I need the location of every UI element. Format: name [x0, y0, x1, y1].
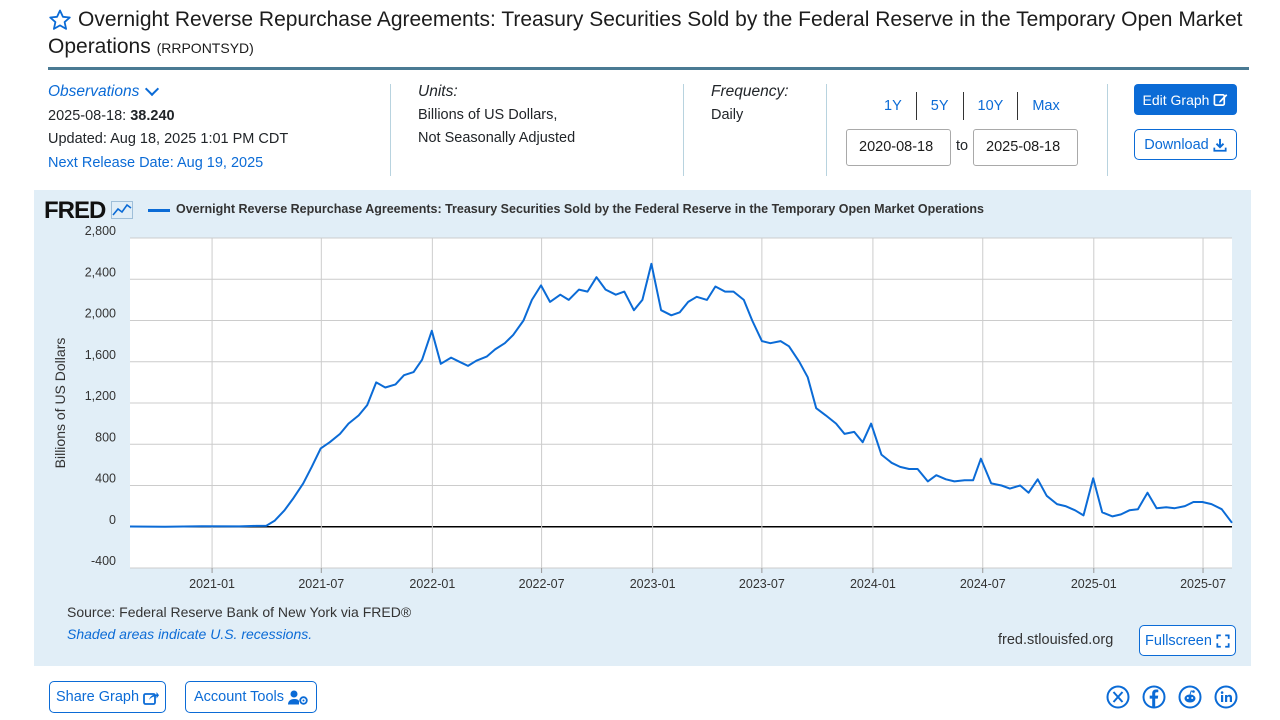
y-axis-label: Billions of US Dollars	[52, 338, 68, 469]
meta-divider	[1107, 84, 1108, 176]
observations-label: Observations	[48, 83, 140, 100]
meta-divider	[826, 84, 827, 176]
range-1y-link[interactable]: 1Y	[884, 98, 902, 114]
edit-graph-button[interactable]: Edit Graph	[1134, 84, 1237, 115]
y-tick-label: 2,000	[85, 307, 116, 321]
observations-block: Observations 2025-08-18: 38.240 Updated:…	[48, 80, 388, 175]
next-release-link[interactable]: Next Release Date: Aug 19, 2025	[48, 154, 264, 171]
units-line-1: Billions of US Dollars,	[418, 106, 558, 123]
linkedin-icon[interactable]	[1214, 685, 1238, 709]
account-tools-label: Account Tools	[193, 689, 284, 705]
latest-date: 2025-08-18:	[48, 107, 127, 124]
star-icon[interactable]	[48, 8, 72, 32]
range-max-link[interactable]: Max	[1032, 98, 1060, 114]
y-tick-label: -400	[91, 554, 116, 568]
facebook-icon[interactable]	[1142, 685, 1166, 709]
meta-divider	[683, 84, 684, 176]
x-icon[interactable]	[1106, 685, 1130, 709]
end-date-input[interactable]: 2025-08-18	[973, 129, 1078, 166]
edit-graph-label: Edit Graph	[1142, 91, 1210, 108]
legend-swatch	[148, 209, 170, 212]
source-text: Source: Federal Reserve Bank of New York…	[67, 604, 412, 620]
x-tick-label: 2023-07	[739, 577, 785, 591]
x-tick-label: 2021-01	[189, 577, 235, 591]
x-tick-label: 2024-01	[850, 577, 896, 591]
y-tick-label: 400	[95, 472, 116, 486]
share-graph-button[interactable]: Share Graph	[49, 681, 166, 713]
x-tick-label: 2023-01	[630, 577, 676, 591]
range-separator	[915, 92, 917, 120]
user-cog-icon	[288, 690, 308, 705]
updated-text: Updated: Aug 18, 2025 1:01 PM CDT	[48, 131, 289, 147]
x-tick-label: 2022-07	[519, 577, 565, 591]
fred-logo-text: FRED	[44, 197, 106, 224]
latest-value: 38.240	[130, 107, 175, 124]
series-id: (RRPONTSYD)	[156, 40, 254, 56]
y-tick-label: 1,200	[85, 389, 116, 403]
line-chart-icon	[111, 201, 134, 219]
units-label: Units:	[418, 83, 458, 100]
x-tick-label: 2025-07	[1180, 577, 1226, 591]
download-label: Download	[1144, 136, 1209, 153]
y-tick-label: 800	[95, 430, 116, 444]
download-icon	[1213, 138, 1227, 152]
recessions-note[interactable]: Shaded areas indicate U.S. recessions.	[67, 626, 313, 642]
range-separator	[962, 92, 964, 120]
units-line-2: Not Seasonally Adjusted	[418, 130, 576, 146]
x-tick-label: 2024-07	[960, 577, 1006, 591]
site-url: fred.stlouisfed.org	[998, 632, 1114, 648]
fred-logo: FRED	[44, 197, 134, 225]
start-date-input[interactable]: 2020-08-18	[846, 129, 951, 166]
series-line	[129, 262, 1233, 528]
legend-label: Overnight Reverse Repurchase Agreements:…	[176, 202, 984, 216]
latest-observation: 2025-08-18: 38.240	[48, 105, 388, 129]
frequency-block: Frequency: Daily	[711, 80, 789, 127]
frequency-value: Daily	[711, 106, 744, 123]
share-graph-label: Share Graph	[55, 689, 140, 705]
range-links: 1Y 5Y 10Y Max	[870, 92, 1074, 120]
y-tick-label: 0	[109, 513, 116, 527]
date-to-label: to	[956, 138, 969, 154]
range-5y-link[interactable]: 5Y	[930, 98, 949, 114]
observations-toggle[interactable]: Observations	[48, 80, 160, 104]
frequency-label: Frequency:	[711, 83, 789, 100]
y-tick-label: 2,800	[85, 224, 116, 238]
title-divider	[48, 67, 1249, 70]
edit-icon	[1214, 93, 1228, 106]
fullscreen-label: Fullscreen	[1145, 632, 1212, 649]
y-tick-label: 2,400	[85, 265, 116, 279]
series-title: Overnight Reverse Repurchase Agreements:…	[48, 8, 1243, 58]
fullscreen-button[interactable]: Fullscreen	[1139, 625, 1236, 656]
x-tick-label: 2021-07	[298, 577, 344, 591]
x-tick-label: 2022-01	[409, 577, 455, 591]
download-button[interactable]: Download	[1134, 129, 1237, 160]
y-tick-label: 1,600	[85, 348, 116, 362]
meta-divider	[390, 84, 391, 176]
share-icon	[143, 691, 160, 705]
account-tools-button[interactable]: Account Tools	[185, 681, 317, 713]
range-10y-link[interactable]: 10Y	[977, 98, 1004, 114]
x-tick-label: 2025-01	[1071, 577, 1117, 591]
reddit-icon[interactable]	[1178, 685, 1202, 709]
units-block: Units: Billions of US Dollars, Not Seaso…	[418, 80, 575, 151]
range-separator	[1017, 92, 1019, 120]
fullscreen-icon	[1216, 633, 1230, 648]
page-title-row: Overnight Reverse Repurchase Agreements:…	[48, 6, 1248, 62]
page-title: Overnight Reverse Repurchase Agreements:…	[48, 6, 1248, 62]
